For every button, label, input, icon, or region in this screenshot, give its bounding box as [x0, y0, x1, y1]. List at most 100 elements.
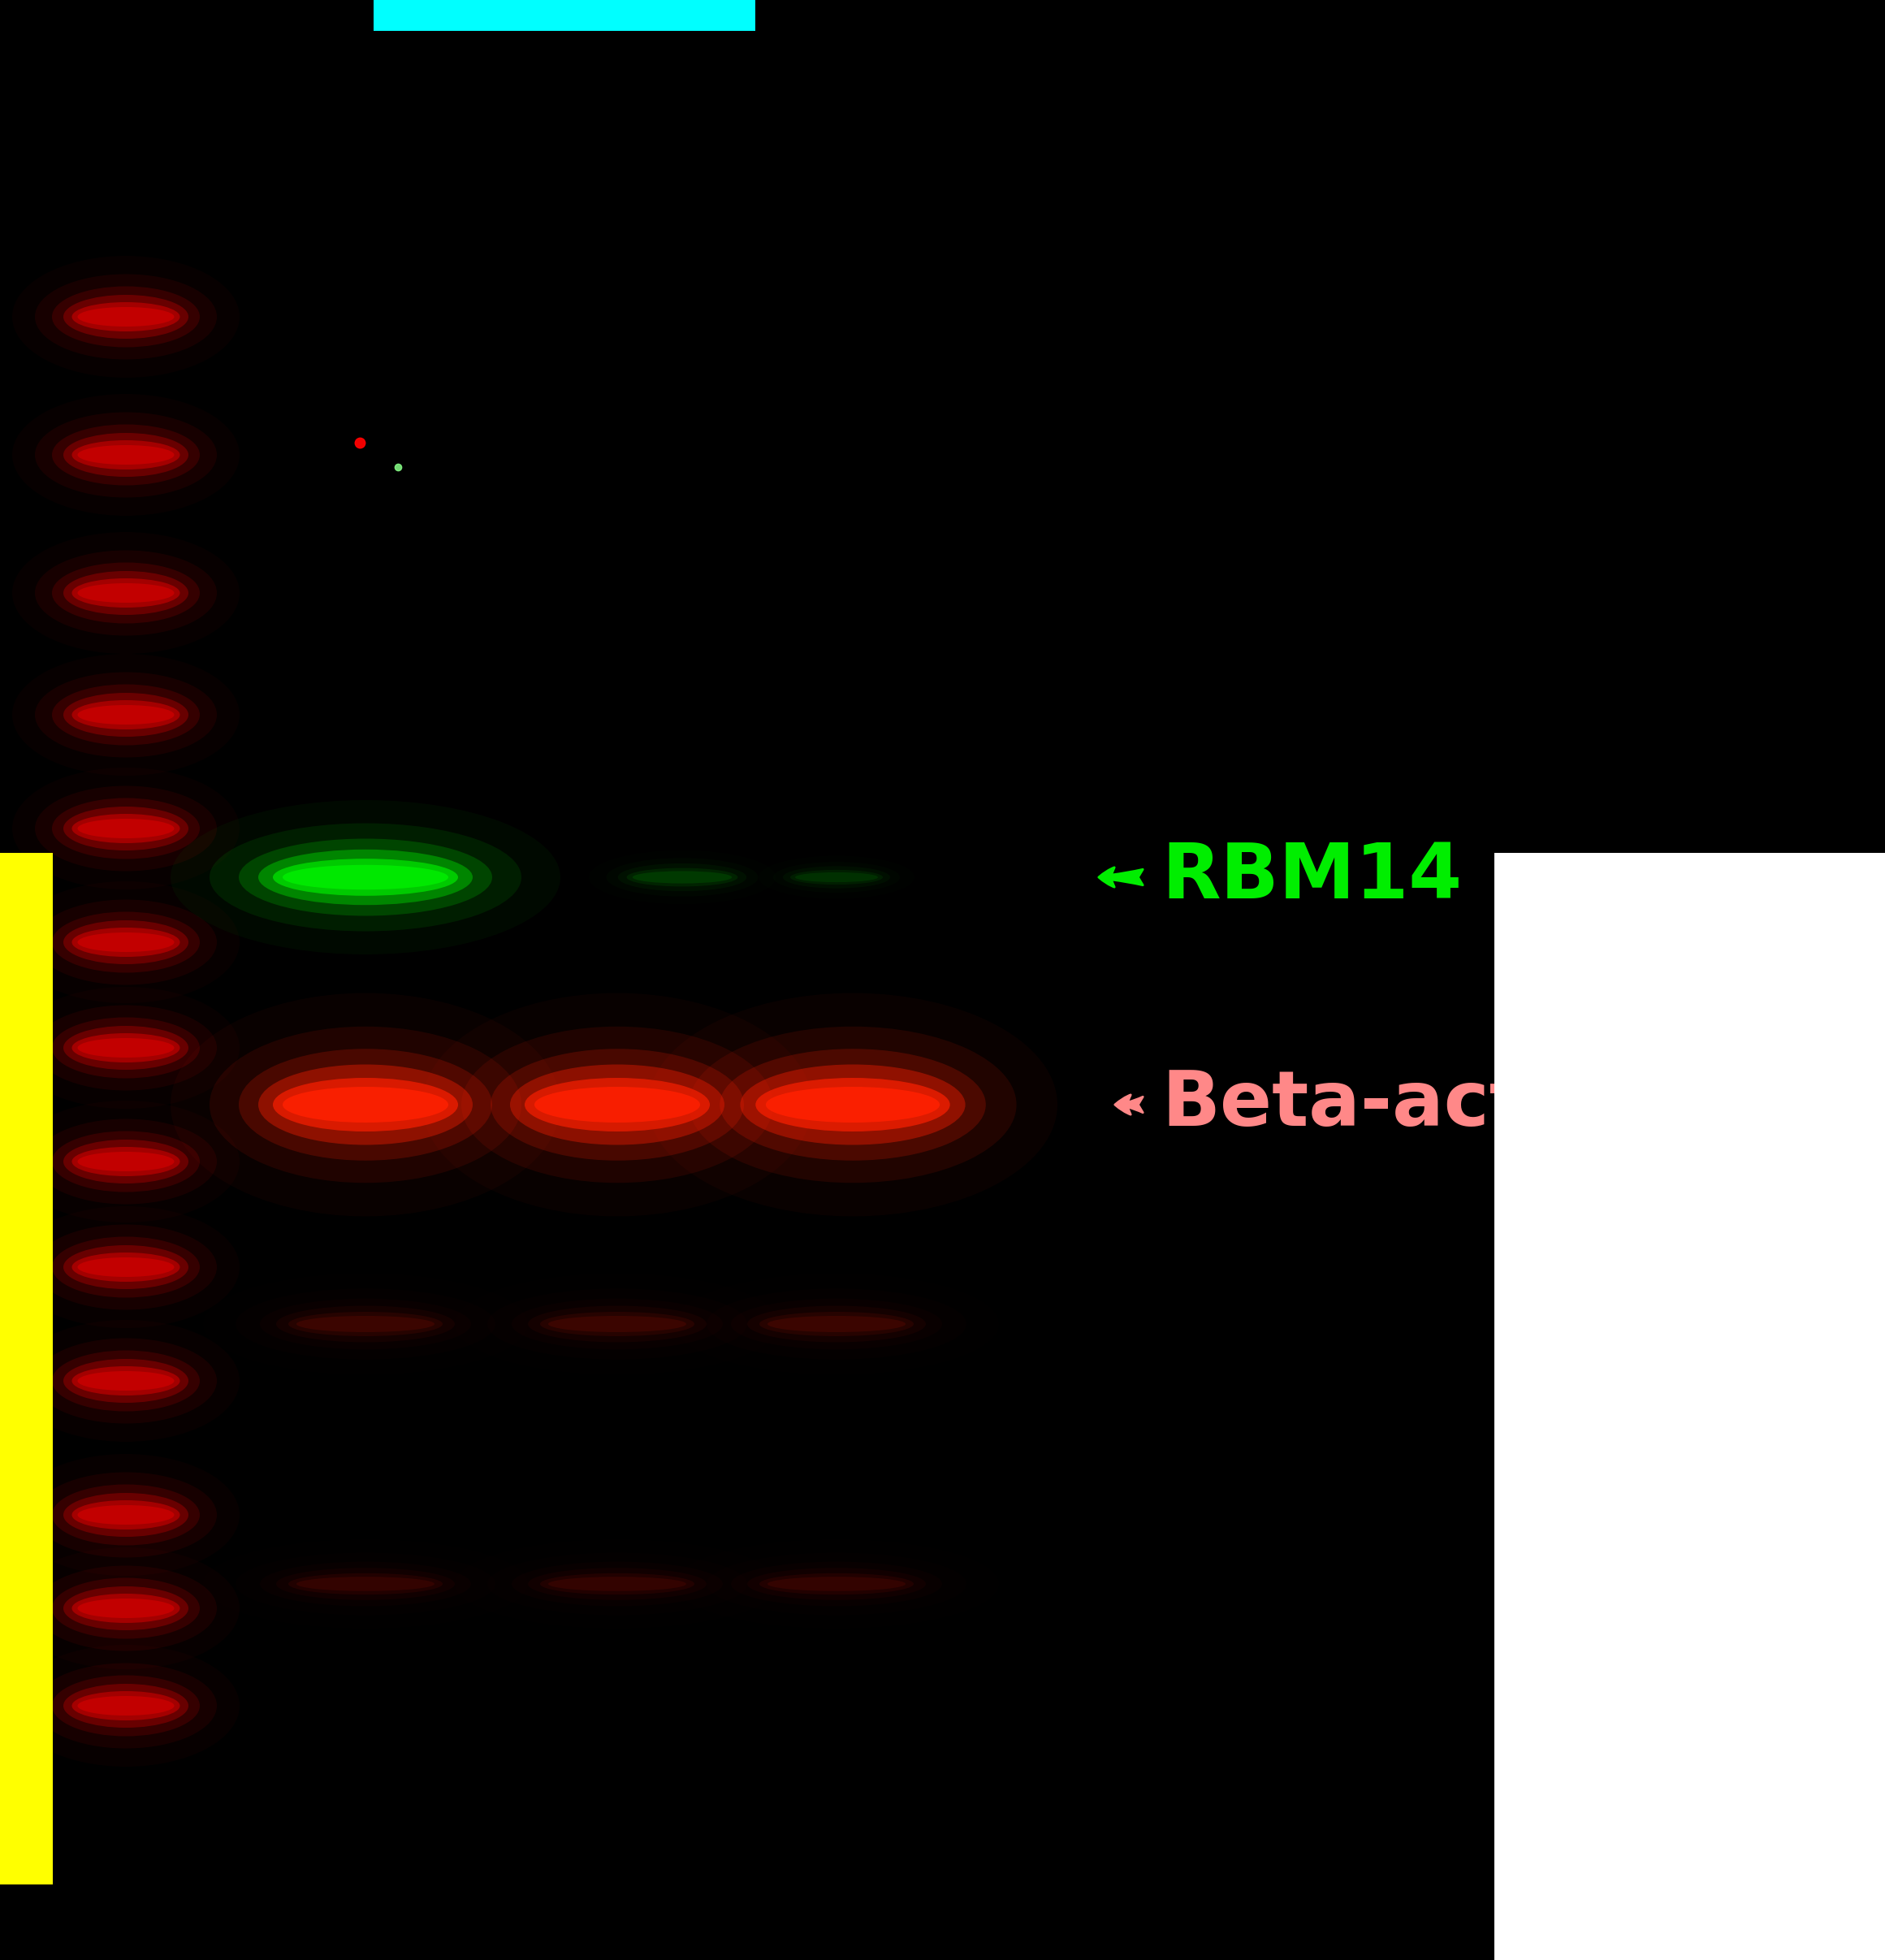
Ellipse shape — [64, 1245, 189, 1290]
Ellipse shape — [53, 798, 200, 858]
Ellipse shape — [549, 1576, 686, 1592]
Bar — [1495, 853, 1885, 1960]
Ellipse shape — [64, 1684, 189, 1727]
Ellipse shape — [64, 433, 189, 476]
Ellipse shape — [72, 1593, 179, 1623]
Ellipse shape — [273, 858, 458, 896]
Ellipse shape — [77, 1152, 173, 1172]
Bar — [373, 0, 756, 31]
Ellipse shape — [258, 849, 473, 906]
Ellipse shape — [741, 1064, 965, 1145]
Ellipse shape — [77, 706, 173, 725]
Text: RBM14: RBM14 — [1161, 841, 1463, 915]
Ellipse shape — [626, 868, 737, 886]
Ellipse shape — [64, 808, 189, 851]
Ellipse shape — [72, 1366, 179, 1396]
Ellipse shape — [36, 274, 217, 359]
Ellipse shape — [72, 578, 179, 608]
Ellipse shape — [296, 1576, 435, 1592]
Ellipse shape — [288, 1311, 443, 1337]
Ellipse shape — [283, 864, 449, 890]
Ellipse shape — [77, 584, 173, 604]
Ellipse shape — [72, 1252, 179, 1282]
Ellipse shape — [53, 1237, 200, 1298]
Ellipse shape — [72, 441, 179, 470]
Ellipse shape — [720, 1049, 986, 1160]
Ellipse shape — [64, 921, 189, 964]
Ellipse shape — [36, 551, 217, 635]
Ellipse shape — [53, 1578, 200, 1639]
Ellipse shape — [77, 1039, 173, 1058]
Ellipse shape — [53, 425, 200, 486]
Ellipse shape — [767, 1315, 905, 1333]
Ellipse shape — [209, 1027, 522, 1184]
Ellipse shape — [511, 1064, 724, 1145]
Ellipse shape — [53, 1131, 200, 1192]
Ellipse shape — [795, 872, 878, 882]
Ellipse shape — [77, 1372, 173, 1390]
Ellipse shape — [528, 1305, 707, 1343]
Ellipse shape — [36, 786, 217, 870]
Text: Beta-actin: Beta-actin — [1161, 1068, 1606, 1143]
Ellipse shape — [36, 1005, 217, 1090]
Ellipse shape — [53, 1484, 200, 1544]
Ellipse shape — [273, 1078, 458, 1131]
Ellipse shape — [64, 1025, 189, 1070]
Ellipse shape — [64, 1586, 189, 1631]
Ellipse shape — [72, 1691, 179, 1721]
Ellipse shape — [53, 286, 200, 347]
Ellipse shape — [239, 839, 492, 915]
Ellipse shape — [36, 1225, 217, 1309]
Ellipse shape — [77, 1258, 173, 1276]
Ellipse shape — [283, 1086, 449, 1123]
Ellipse shape — [53, 1350, 200, 1411]
Ellipse shape — [756, 1078, 950, 1131]
Ellipse shape — [633, 870, 731, 884]
Ellipse shape — [72, 1033, 179, 1062]
Ellipse shape — [72, 1147, 179, 1176]
Ellipse shape — [77, 308, 173, 327]
Ellipse shape — [765, 1086, 941, 1123]
Ellipse shape — [296, 1315, 435, 1333]
Ellipse shape — [77, 933, 173, 953]
Ellipse shape — [760, 1311, 914, 1337]
Bar — [0, 853, 53, 1884]
Ellipse shape — [275, 1568, 454, 1599]
Ellipse shape — [77, 819, 173, 839]
Ellipse shape — [541, 1574, 694, 1595]
Ellipse shape — [77, 1505, 173, 1525]
Ellipse shape — [36, 1566, 217, 1650]
Ellipse shape — [36, 1339, 217, 1423]
Ellipse shape — [53, 684, 200, 745]
Ellipse shape — [36, 900, 217, 984]
Ellipse shape — [462, 1027, 773, 1184]
Ellipse shape — [72, 927, 179, 956]
Ellipse shape — [690, 1027, 1016, 1184]
Ellipse shape — [53, 563, 200, 623]
Ellipse shape — [288, 1574, 443, 1595]
Ellipse shape — [77, 1695, 173, 1715]
Ellipse shape — [239, 1049, 492, 1160]
Ellipse shape — [760, 1574, 914, 1595]
Ellipse shape — [275, 1305, 454, 1343]
Ellipse shape — [790, 870, 882, 884]
Ellipse shape — [53, 1676, 200, 1737]
Ellipse shape — [746, 1305, 926, 1343]
Ellipse shape — [36, 1664, 217, 1748]
Ellipse shape — [524, 1078, 711, 1131]
Ellipse shape — [746, 1568, 926, 1599]
Ellipse shape — [53, 1017, 200, 1078]
Ellipse shape — [64, 1139, 189, 1184]
Ellipse shape — [64, 694, 189, 737]
Ellipse shape — [767, 1576, 905, 1592]
Ellipse shape — [258, 1064, 473, 1145]
Ellipse shape — [490, 1049, 745, 1160]
Ellipse shape — [72, 813, 179, 843]
Ellipse shape — [72, 302, 179, 331]
Ellipse shape — [533, 1086, 699, 1123]
Ellipse shape — [72, 700, 179, 729]
Ellipse shape — [64, 570, 189, 615]
Ellipse shape — [77, 445, 173, 465]
Ellipse shape — [36, 1472, 217, 1558]
Ellipse shape — [209, 823, 522, 931]
